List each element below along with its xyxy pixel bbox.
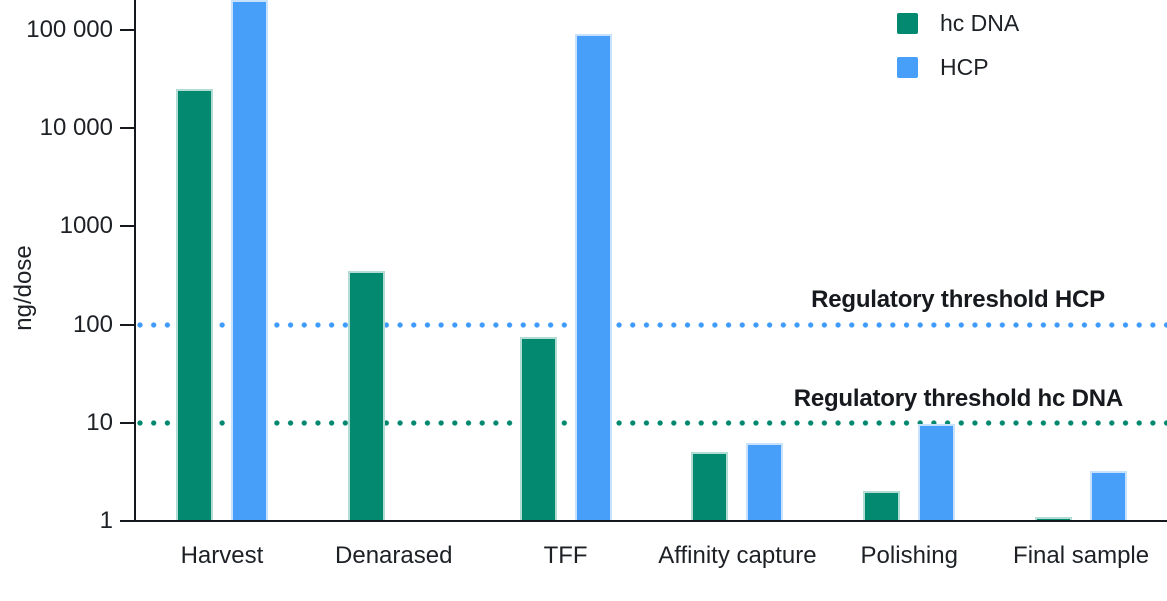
bar-hc-dna-affinity-capture — [691, 452, 729, 521]
bar-hcp-polishing — [918, 423, 956, 521]
bar-hcp-final-sample — [1090, 471, 1128, 521]
threshold-label-hcp: Regulatory threshold HCP — [811, 286, 1105, 313]
y-tick-mark — [120, 225, 135, 228]
legend-item-hcp: HCP — [897, 54, 1019, 81]
y-tick-mark — [120, 323, 135, 326]
hcp-swatch — [897, 57, 918, 78]
threshold-line-hc-dna — [137, 419, 1167, 426]
bar-hcp-affinity-capture — [746, 442, 784, 521]
bar-hcp-tff — [574, 34, 612, 521]
bar-hc-dna-denarased — [347, 271, 385, 521]
x-category-label-denarased: Denarased — [335, 542, 453, 569]
y-tick-label: 1000 — [59, 212, 113, 240]
x-axis-line — [134, 520, 1167, 522]
legend-label-hc-dna: hc DNA — [940, 10, 1020, 36]
y-tick-mark — [120, 421, 135, 424]
x-category-label-polishing: Polishing — [860, 542, 958, 569]
hc-dna-swatch — [897, 13, 918, 34]
y-tick-label: 100 000 — [26, 16, 113, 43]
y-tick-label: 10 000 — [39, 114, 113, 142]
y-tick-label: 100 — [72, 310, 113, 338]
threshold-label-hc-dna: Regulatory threshold hc DNA — [793, 385, 1124, 412]
bar-hc-dna-harvest — [175, 89, 213, 521]
x-category-label-affinity-capture: Affinity capture — [658, 542, 817, 569]
threshold-line-hcp — [137, 321, 1167, 328]
legend-label-hcp: HCP — [940, 54, 989, 80]
x-category-label-final-sample: Final sample — [1013, 542, 1150, 569]
bar-hc-dna-polishing — [863, 491, 901, 521]
x-category-label-tff: TFF — [543, 542, 588, 569]
x-category-label-harvest: Harvest — [180, 542, 264, 569]
y-tick-label: 10 — [86, 408, 113, 436]
legend-item-hc-dna: hc DNA — [897, 10, 1019, 37]
bar-hcp-harvest — [230, 0, 268, 521]
y-axis-line — [134, 0, 136, 522]
y-tick-mark — [120, 520, 135, 522]
bar-hc-dna-tff — [519, 336, 557, 521]
y-tick-mark — [120, 127, 135, 130]
y-tick-label: 1 — [99, 507, 113, 534]
bar-hc-dna-final-sample — [1035, 516, 1073, 521]
legend: hc DNA HCP — [897, 10, 1019, 81]
y-tick-mark — [120, 29, 135, 31]
